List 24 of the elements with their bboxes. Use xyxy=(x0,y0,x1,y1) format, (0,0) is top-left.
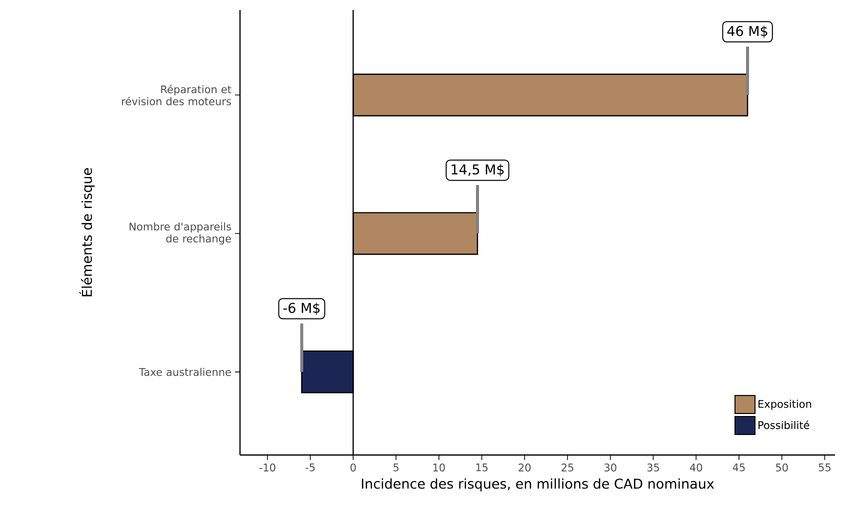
x-tick-label: 55 xyxy=(818,464,830,472)
y-tick-label: Taxe australienne xyxy=(138,368,231,376)
legend-label: Possibilité xyxy=(758,420,810,430)
x-tick-label: 5 xyxy=(394,464,398,472)
x-tick-label: 30 xyxy=(604,464,616,472)
x-tick-label: -5 xyxy=(306,464,315,472)
x-tick-label: 20 xyxy=(518,464,531,472)
x-tick-label: 45 xyxy=(732,464,745,472)
x-tick-label: 40 xyxy=(690,464,702,472)
x-tick-label: 25 xyxy=(562,464,574,472)
y-tick-label: Nombre d'appareils de rechange xyxy=(130,222,231,245)
y-tick-label: Réparation et révision des moteurs xyxy=(122,84,232,106)
data-label: 14,5 M$ xyxy=(452,164,504,176)
x-tick-label: 15 xyxy=(476,464,488,472)
x-axis-title: Incidence des risques, en millions de CAD nominaux xyxy=(362,478,714,492)
data-label: -6 M$ xyxy=(283,302,320,315)
x-tick-label: 50 xyxy=(776,464,788,472)
y-axis-title: Éléments de risque xyxy=(79,168,95,296)
x-tick-label: 35 xyxy=(647,464,659,472)
x-tick-label: 0 xyxy=(350,464,356,472)
x-tick-label: -10 xyxy=(259,464,276,472)
data-label: 46 M$ xyxy=(727,26,768,38)
legend-label: Exposition xyxy=(758,400,812,410)
x-tick-label: 10 xyxy=(433,464,445,472)
